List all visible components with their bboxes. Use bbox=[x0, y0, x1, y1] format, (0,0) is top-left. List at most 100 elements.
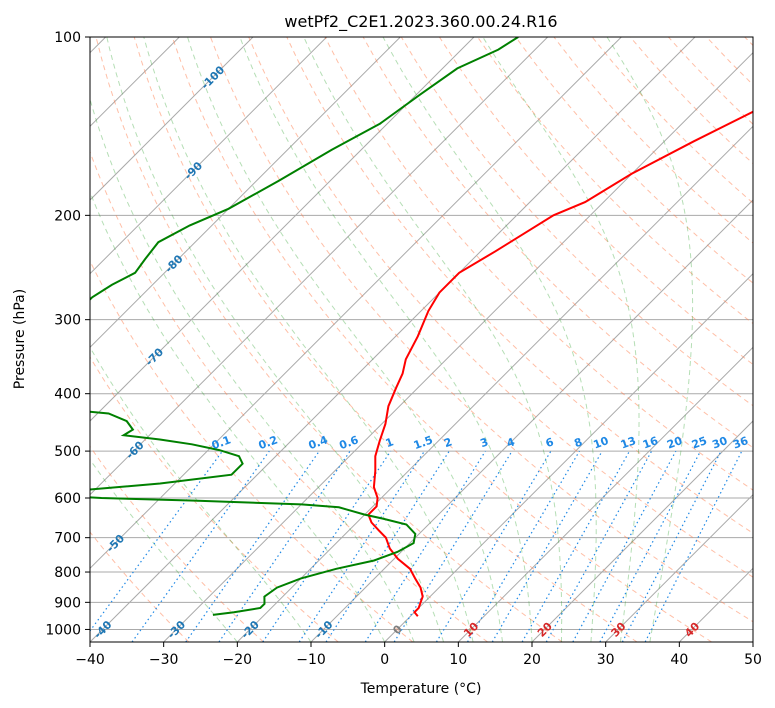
mixing-ratio-label: 20 bbox=[665, 434, 684, 452]
moist-adiabat bbox=[606, 37, 694, 642]
mixing-ratio-label: 4 bbox=[505, 435, 517, 450]
moist-adiabat bbox=[106, 37, 445, 642]
dry-adiabat bbox=[400, 37, 753, 407]
mixing-ratio-line bbox=[521, 450, 631, 642]
mixing-ratio-label: 30 bbox=[710, 434, 729, 452]
x-axis-label: Temperature (°C) bbox=[360, 681, 482, 697]
isotherm-line bbox=[163, 51, 753, 642]
isotherm-line bbox=[605, 493, 753, 642]
isotherm-line bbox=[90, 37, 254, 201]
isotherm-line bbox=[90, 37, 328, 275]
mixing-ratio-label: 25 bbox=[690, 434, 709, 451]
y-tick-label: 600 bbox=[54, 491, 81, 507]
profile-lines bbox=[90, 37, 753, 617]
dry-adiabat bbox=[133, 37, 638, 642]
mixing-ratio-label: 3 bbox=[478, 435, 490, 450]
mixing-ratio-line bbox=[364, 450, 486, 642]
y-tick-label: 700 bbox=[54, 531, 81, 547]
x-tick-label: 30 bbox=[597, 652, 615, 668]
isotherm-line bbox=[90, 37, 475, 422]
x-tick-label: −30 bbox=[149, 652, 179, 668]
isotherm-line bbox=[90, 37, 696, 642]
y-tick-label: 800 bbox=[54, 565, 81, 581]
mixing-ratio-label: 6 bbox=[544, 435, 556, 450]
x-tick-label: 40 bbox=[670, 652, 688, 668]
x-tick-label: 10 bbox=[449, 652, 467, 668]
mixing-ratio-label: 2 bbox=[442, 435, 454, 450]
moist-adiabat bbox=[143, 37, 474, 642]
mixing-ratio-label: 16 bbox=[641, 434, 660, 452]
dry-adiabat bbox=[90, 356, 339, 642]
profile-line-2 bbox=[90, 37, 519, 616]
mixing-ratio-line bbox=[131, 450, 270, 642]
dry-adiabat bbox=[591, 37, 753, 204]
mixing-ratio-line bbox=[644, 450, 743, 642]
moist-adiabat bbox=[187, 37, 503, 642]
mixing-ratio-line bbox=[185, 450, 320, 642]
dry-adiabat bbox=[248, 37, 753, 578]
line-labels: 0.1 0.2 0.4 0.6 1 1.5 2 3 4 6 8 10 13 16 20 25 30 36-100-… bbox=[91, 63, 750, 641]
mixing-ratio-line bbox=[599, 450, 702, 642]
x-tick-label: −20 bbox=[223, 652, 253, 668]
dry-adiabat bbox=[210, 37, 753, 623]
isotherm-line bbox=[384, 272, 753, 642]
y-tick-label: 200 bbox=[54, 208, 81, 224]
moist-adiabat bbox=[239, 37, 533, 642]
dry-adiabat bbox=[90, 531, 190, 642]
isotherm-line bbox=[678, 567, 753, 642]
moist-adiabat bbox=[90, 346, 312, 642]
mixing-ratio-label: 13 bbox=[619, 434, 638, 451]
mixing-ratio-line bbox=[545, 450, 653, 642]
y-tick-label: 400 bbox=[54, 387, 81, 403]
y-tick-label: 300 bbox=[54, 313, 81, 329]
mixing-ratio-label: 36 bbox=[731, 434, 750, 452]
isotherm-label: -100 bbox=[199, 63, 228, 92]
mixing-ratio-line bbox=[262, 450, 392, 642]
mixing-ratio-label: 1 bbox=[384, 435, 396, 450]
isotherm-line bbox=[457, 346, 753, 642]
dry-adiabat bbox=[90, 259, 414, 642]
mixing-ratio-line bbox=[325, 450, 450, 642]
x-tick-label: 20 bbox=[523, 652, 541, 668]
dry-adiabat bbox=[90, 150, 488, 642]
dry-adiabat bbox=[706, 37, 753, 86]
isotherm-line bbox=[90, 37, 549, 496]
moist-adiabat bbox=[90, 190, 386, 642]
moist-adiabat bbox=[482, 37, 640, 642]
dry-adiabat bbox=[95, 37, 563, 642]
mixing-ratio-label: 0.4 bbox=[307, 433, 330, 452]
mixing-ratio-label: 10 bbox=[592, 434, 611, 452]
profile-line-1 bbox=[367, 110, 753, 617]
plot-frame bbox=[89, 36, 754, 643]
mixing-ratio-label: 0.1 bbox=[210, 433, 233, 452]
isotherm-line bbox=[752, 641, 753, 642]
dry-adiabat bbox=[90, 445, 264, 642]
dry-adiabat bbox=[171, 37, 712, 642]
moist-adiabat bbox=[303, 37, 563, 642]
mixing-ratio-line bbox=[298, 450, 425, 642]
y-tick-label: 1000 bbox=[45, 622, 81, 638]
x-tick-label: 50 bbox=[744, 652, 762, 668]
y-tick-label: 900 bbox=[54, 595, 81, 611]
y-tick-label: 500 bbox=[54, 444, 81, 460]
moist-adiabat bbox=[90, 458, 238, 642]
y-tick-label: 100 bbox=[54, 30, 81, 46]
x-tick-label: 0 bbox=[380, 652, 389, 668]
mixing-ratio-label: 0.6 bbox=[338, 433, 361, 452]
isotherm-line bbox=[236, 125, 753, 642]
isotherm-line bbox=[90, 37, 401, 349]
isotherm-line bbox=[531, 420, 753, 642]
mixing-ratio-line bbox=[466, 450, 580, 642]
mixing-ratio-line bbox=[491, 450, 603, 642]
dry-adiabat bbox=[515, 37, 753, 284]
dry-adiabat bbox=[744, 37, 753, 47]
isotherm-line bbox=[90, 37, 622, 570]
moist-adiabat bbox=[382, 37, 597, 642]
chart-title: wetPf2_C2E1.2023.360.00.24.R16 bbox=[284, 12, 557, 32]
dry-adiabat bbox=[553, 37, 753, 244]
moist-adiabat bbox=[90, 97, 415, 642]
mixing-ratio-line bbox=[435, 450, 552, 642]
mixing-ratio-label: 8 bbox=[572, 435, 584, 450]
mixing-ratio-label: 1.5 bbox=[412, 433, 435, 452]
isotherm-line bbox=[310, 199, 753, 642]
